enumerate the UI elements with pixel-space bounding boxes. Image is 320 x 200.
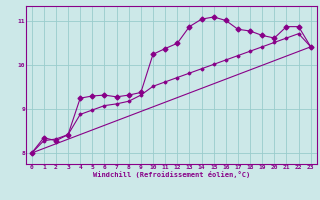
X-axis label: Windchill (Refroidissement éolien,°C): Windchill (Refroidissement éolien,°C) bbox=[92, 171, 250, 178]
